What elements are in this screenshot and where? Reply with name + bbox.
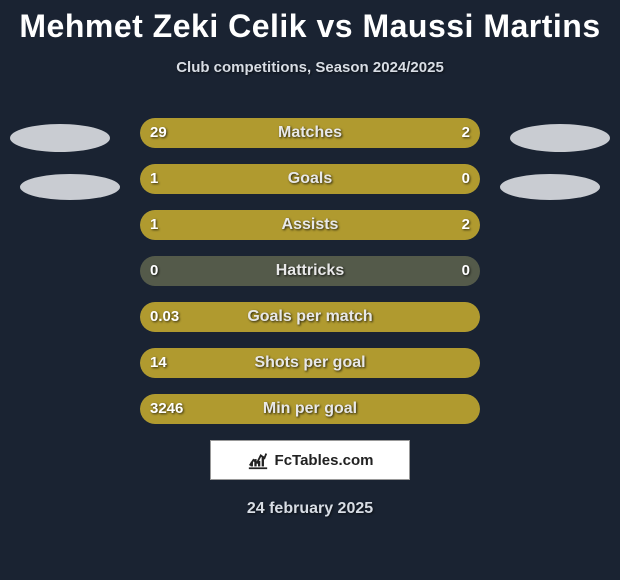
attribution-badge: FcTables.com — [210, 440, 410, 480]
stat-row: 14Shots per goal — [0, 348, 620, 378]
stat-row: 1 0Goals — [0, 164, 620, 194]
stat-value-left: 0.03 — [150, 302, 179, 332]
date-label: 24 february 2025 — [0, 500, 620, 518]
stat-label: Matches — [0, 118, 620, 148]
stat-row: 1 2Assists — [0, 210, 620, 240]
stat-value-left: 29 — [150, 118, 167, 148]
stat-value-right: 0 — [462, 256, 470, 286]
stat-label: Min per goal — [0, 394, 620, 424]
stat-value-left: 3246 — [150, 394, 183, 424]
stat-value-left: 14 — [150, 348, 167, 378]
stat-row: 0.03Goals per match — [0, 302, 620, 332]
stat-value-right: 2 — [462, 210, 470, 240]
stat-value-left: 1 — [150, 210, 158, 240]
stat-value-right: 0 — [462, 164, 470, 194]
stat-label: Goals — [0, 164, 620, 194]
comparison-bars: 292Matches10Goals12Assists00Hattricks0.0… — [0, 118, 620, 424]
stat-value-right: 2 — [462, 118, 470, 148]
subtitle: Club competitions, Season 2024/2025 — [0, 59, 620, 76]
stat-row: 0 0Hattricks — [0, 256, 620, 286]
stat-label: Hattricks — [0, 256, 620, 286]
stat-label: Assists — [0, 210, 620, 240]
stat-label: Shots per goal — [0, 348, 620, 378]
stat-value-left: 1 — [150, 164, 158, 194]
chart-icon — [247, 449, 269, 471]
page-title: Mehmet Zeki Celik vs Maussi Martins — [0, 0, 620, 45]
stat-value-left: 0 — [150, 256, 158, 286]
stat-label: Goals per match — [0, 302, 620, 332]
stat-row: 3246Min per goal — [0, 394, 620, 424]
stat-row: 29 2Matches — [0, 118, 620, 148]
attribution-text: FcTables.com — [275, 452, 374, 469]
